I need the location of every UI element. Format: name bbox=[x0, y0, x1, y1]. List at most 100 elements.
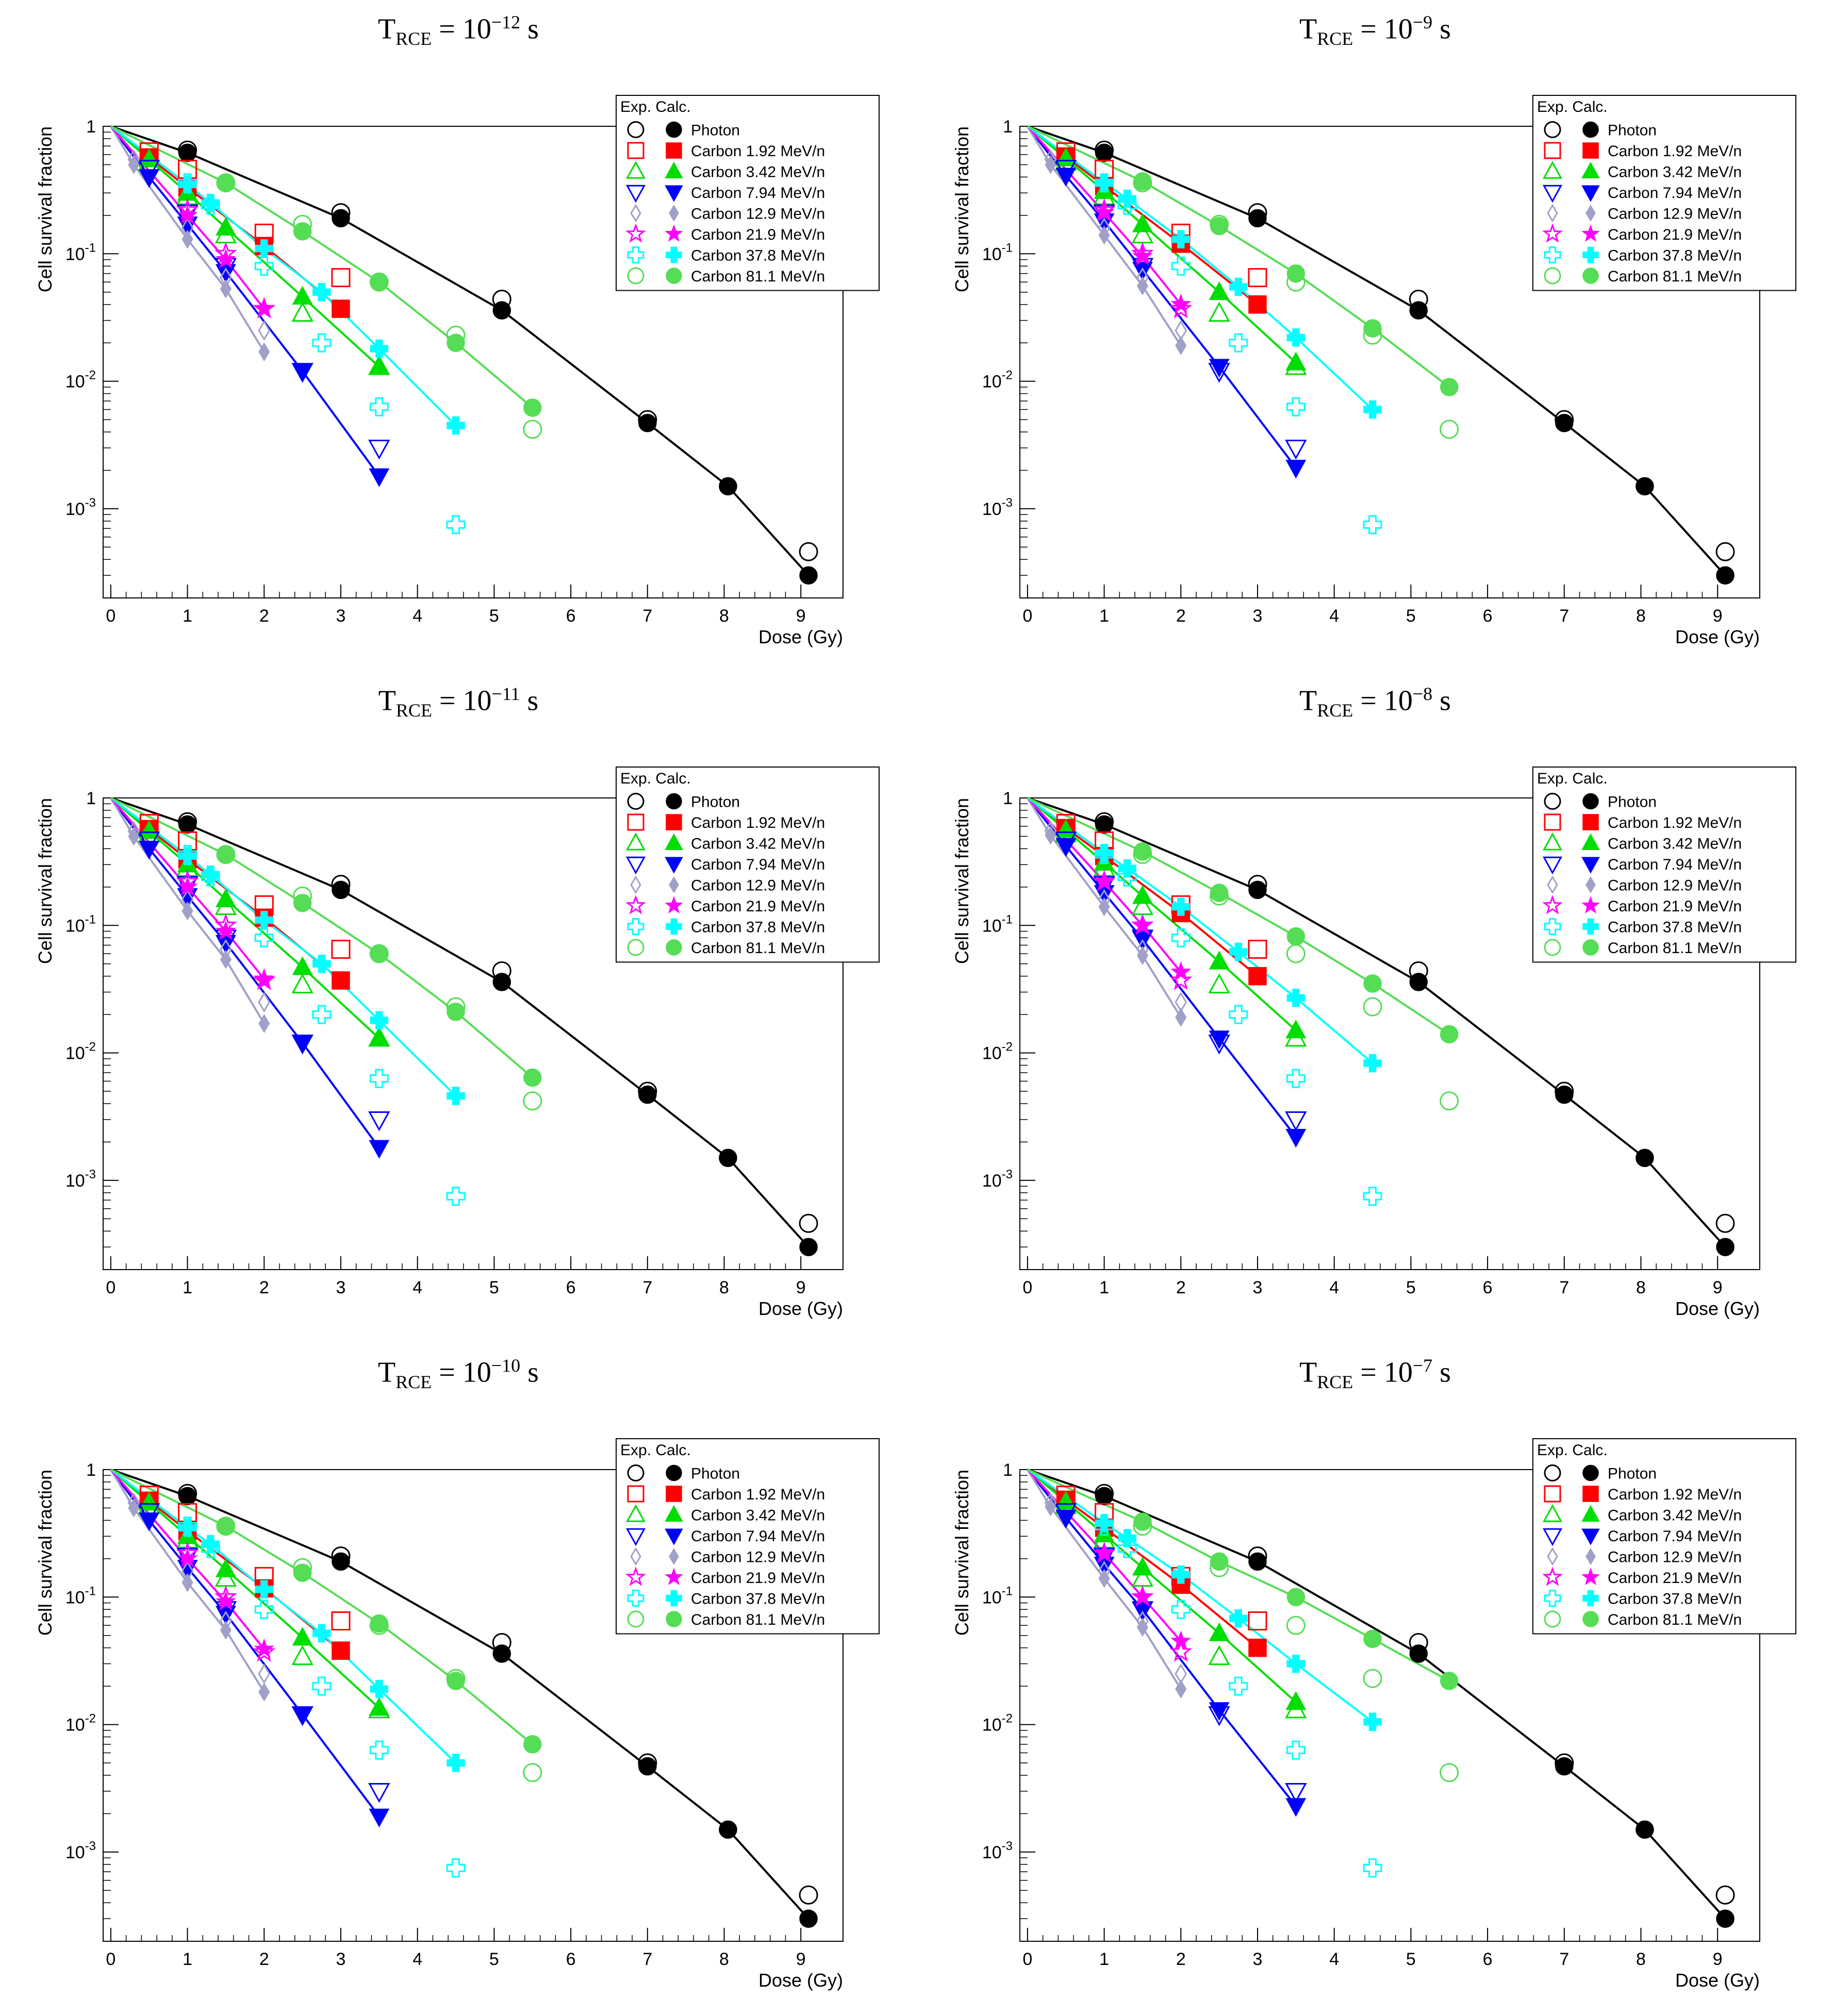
calc-point-carbon-3-42-mev-n bbox=[215, 888, 236, 908]
calc-point-carbon-37-8-mev-n bbox=[255, 239, 274, 258]
exp-point-carbon-37-8-mev-n bbox=[312, 1005, 332, 1024]
x-tick-label: 1 bbox=[183, 606, 192, 626]
legend-calc-marker bbox=[1585, 205, 1596, 222]
calc-point-carbon-12-9-mev-n bbox=[128, 1498, 140, 1518]
calc-point-carbon-3-42-mev-n bbox=[1285, 352, 1307, 371]
exp-point-carbon-37-8-mev-n bbox=[1286, 397, 1306, 416]
calc-point-carbon-1-92-mev-n bbox=[332, 299, 350, 318]
calc-point-carbon-3-42-mev-n bbox=[292, 1627, 313, 1646]
exp-point-carbon-3-42-mev-n bbox=[291, 973, 313, 994]
x-tick-label: 8 bbox=[719, 1278, 729, 1297]
legend-calc-marker bbox=[1582, 246, 1599, 263]
legend-exp-marker bbox=[1544, 1590, 1561, 1607]
exp-point-carbon-3-42-mev-n bbox=[291, 1645, 313, 1665]
x-tick-label: 9 bbox=[796, 1950, 806, 1969]
legend-calc-marker bbox=[665, 896, 683, 914]
calc-point-carbon-37-8-mev-n bbox=[1286, 328, 1306, 347]
legend-entry: Carbon 81.1 MeV/n bbox=[691, 1611, 825, 1628]
x-tick-label: 8 bbox=[1636, 1950, 1646, 1969]
exp-point-carbon-21-9-mev-n bbox=[1169, 1640, 1193, 1662]
legend-entry: Carbon 1.92 MeV/n bbox=[691, 814, 825, 831]
calc-point-photon bbox=[638, 413, 657, 432]
x-tick-label: 0 bbox=[106, 1950, 115, 1969]
calc-point-carbon-81-1-mev-n bbox=[1440, 1672, 1459, 1690]
legend-calc-marker bbox=[1582, 793, 1599, 810]
fit-line-carbon-81-1-mev-n bbox=[110, 797, 534, 1079]
x-tick-label: 3 bbox=[1253, 1278, 1263, 1297]
exp-point-carbon-37-8-mev-n bbox=[312, 1676, 332, 1696]
legend-calc-marker bbox=[1581, 1505, 1600, 1522]
calc-point-carbon-81-1-mev-n bbox=[1133, 842, 1152, 861]
calc-point-carbon-12-9-mev-n bbox=[258, 1682, 270, 1702]
calc-point-photon bbox=[332, 880, 350, 899]
legend-header: Exp. Calc. bbox=[620, 98, 691, 115]
calc-point-photon bbox=[1555, 1757, 1574, 1776]
legend-calc-marker bbox=[1582, 1611, 1599, 1627]
y-tick-label: 10-1 bbox=[982, 1584, 1013, 1607]
calc-point-carbon-81-1-mev-n bbox=[523, 398, 542, 417]
exp-point-carbon-3-42-mev-n bbox=[291, 302, 313, 322]
legend-calc-marker bbox=[666, 939, 682, 956]
exp-point-carbon-37-8-mev-n bbox=[446, 1858, 466, 1878]
y-tick-label: 1 bbox=[86, 117, 96, 137]
x-tick-label: 1 bbox=[1099, 1950, 1109, 1969]
legend: Exp. Calc.Photon Carbon 1.92 MeV/n Carbon … bbox=[616, 95, 880, 291]
x-axis: 0 1 2 3 4 5 6 7 8 9 bbox=[1022, 1256, 1723, 1297]
calc-point-carbon-3-42-mev-n bbox=[1132, 885, 1153, 904]
legend-exp-marker bbox=[1544, 142, 1561, 159]
calc-point-carbon-3-42-mev-n bbox=[1055, 1491, 1077, 1510]
legend-calc-marker bbox=[665, 161, 683, 178]
calc-point-carbon-7-94-mev-n bbox=[369, 1140, 390, 1159]
y-axis-label: Cell survival fraction bbox=[35, 126, 56, 292]
legend-calc-marker bbox=[1582, 1590, 1599, 1607]
y-tick-label: 10-2 bbox=[982, 369, 1013, 392]
legend-entry: Photon bbox=[1608, 122, 1657, 139]
calc-point-carbon-81-1-mev-n bbox=[1363, 1629, 1382, 1648]
calc-point-carbon-7-94-mev-n bbox=[139, 1512, 160, 1531]
legend-entry: Carbon 1.92 MeV/n bbox=[691, 143, 825, 160]
calc-point-carbon-7-94-mev-n bbox=[1055, 168, 1077, 187]
legend-entry: Carbon 7.94 MeV/n bbox=[1608, 185, 1742, 202]
calc-point-carbon-37-8-mev-n bbox=[178, 847, 197, 865]
calc-point-carbon-21-9-mev-n bbox=[215, 248, 236, 269]
calc-point-carbon-12-9-mev-n bbox=[181, 901, 193, 921]
x-tick-label: 5 bbox=[1406, 606, 1416, 626]
legend: Exp. Calc.Photon Carbon 1.92 MeV/n Carbon … bbox=[616, 767, 880, 963]
legend-entry: Carbon 3.42 MeV/n bbox=[691, 1507, 825, 1524]
legend-calc-marker bbox=[666, 1464, 682, 1481]
calc-point-photon bbox=[492, 1644, 511, 1663]
exp-point-carbon-3-42-mev-n bbox=[1208, 973, 1230, 994]
y-tick-label: 10-3 bbox=[65, 1168, 96, 1191]
calc-point-carbon-12-9-mev-n bbox=[1045, 1497, 1056, 1517]
calc-point-photon bbox=[1635, 1148, 1654, 1168]
exp-point-carbon-7-94-mev-n bbox=[368, 1782, 390, 1803]
y-tick-label: 10-1 bbox=[982, 912, 1013, 936]
legend-header: Exp. Calc. bbox=[1537, 770, 1608, 787]
x-tick-label: 3 bbox=[1253, 1950, 1263, 1969]
calc-point-photon bbox=[799, 1238, 818, 1256]
exp-point-carbon-81-1-mev-n bbox=[1363, 1669, 1382, 1688]
calc-point-carbon-37-8-mev-n bbox=[1171, 1565, 1191, 1584]
panel-2: TRCE = 10−9 s 0 1 2 3 4 5 6 7 8 9 Dose (Gy) 1 10-1 10… bbox=[917, 0, 1833, 672]
legend-calc-marker bbox=[665, 185, 683, 202]
calc-point-carbon-37-8-mev-n bbox=[178, 1519, 197, 1537]
y-tick-label: 1 bbox=[1003, 117, 1013, 137]
legend-exp-marker bbox=[1542, 856, 1563, 875]
legend-calc-marker bbox=[1582, 939, 1599, 956]
legend-entry: Carbon 7.94 MeV/n bbox=[1608, 856, 1742, 873]
exp-point-carbon-37-8-mev-n bbox=[1286, 1740, 1306, 1760]
legend-exp-marker bbox=[1542, 185, 1563, 203]
legend-calc-marker bbox=[1581, 185, 1600, 202]
calc-point-carbon-37-8-mev-n bbox=[178, 175, 197, 194]
y-tick-label: 10-3 bbox=[982, 1168, 1013, 1191]
calc-point-carbon-3-42-mev-n bbox=[215, 216, 236, 236]
calc-point-carbon-12-9-mev-n bbox=[128, 826, 140, 846]
exp-point-carbon-7-94-mev-n bbox=[368, 439, 390, 460]
calc-point-carbon-81-1-mev-n bbox=[523, 1068, 542, 1087]
legend-calc-marker bbox=[666, 142, 682, 159]
x-axis: 0 1 2 3 4 5 6 7 8 9 bbox=[106, 1256, 806, 1297]
legend-exp-marker bbox=[625, 832, 646, 851]
calc-point-carbon-7-94-mev-n bbox=[292, 1035, 313, 1054]
legend: Exp. Calc.Photon Carbon 1.92 MeV/n Carbon … bbox=[616, 1438, 880, 1635]
